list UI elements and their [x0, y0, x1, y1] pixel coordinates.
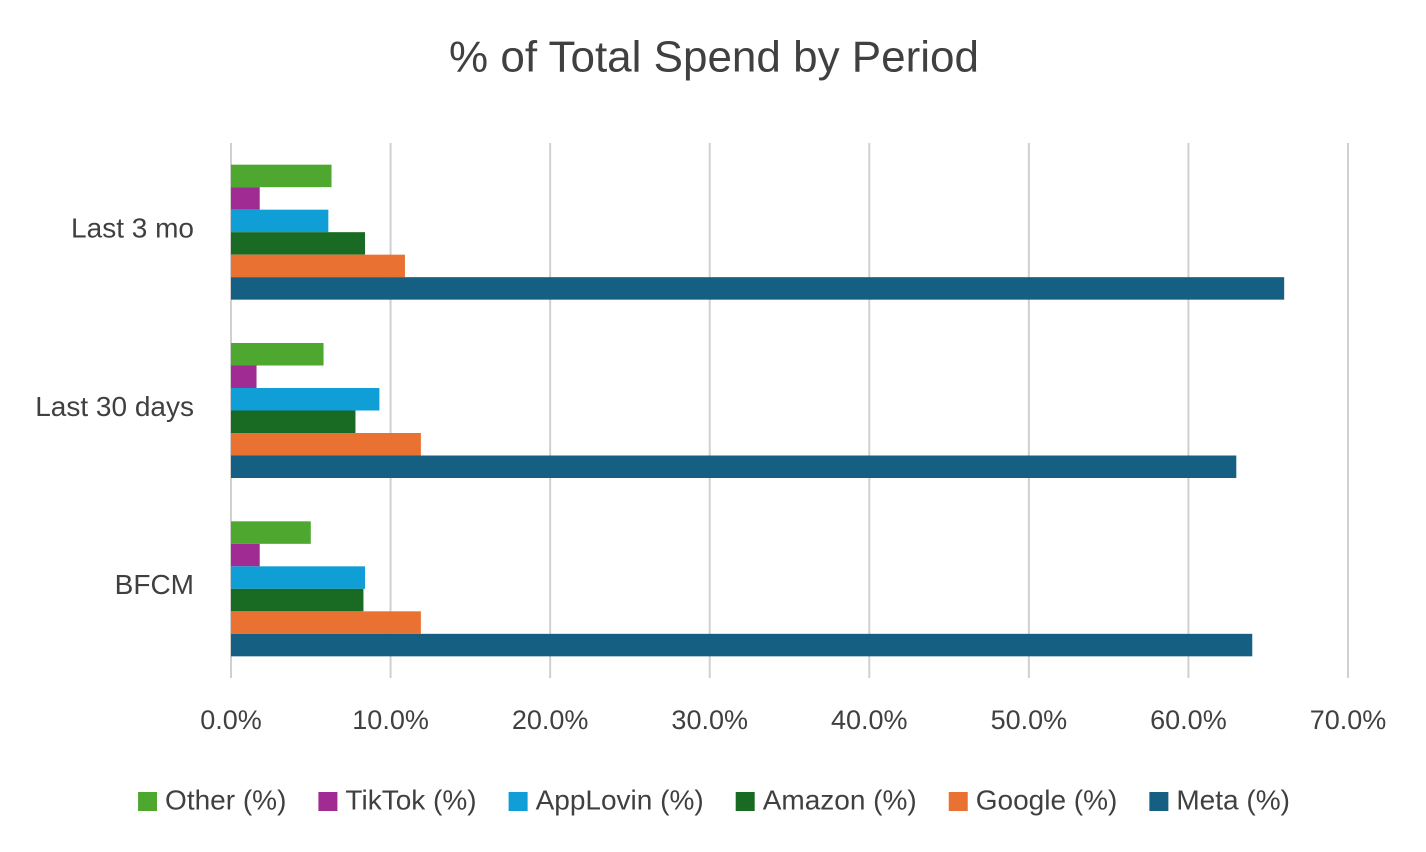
bar — [231, 343, 324, 366]
bar — [231, 566, 366, 589]
legend-swatch — [138, 792, 158, 811]
x-tick-label: 70.0% — [1310, 705, 1387, 735]
legend-label: Amazon (%) — [763, 784, 917, 815]
legend-swatch — [508, 792, 528, 811]
x-tick-label: 10.0% — [352, 705, 429, 735]
legend-swatch — [948, 792, 968, 811]
y-tick-label: Last 3 mo — [71, 213, 194, 244]
legend-label: Other (%) — [165, 784, 286, 815]
bar — [231, 521, 311, 544]
legend-label: Google (%) — [976, 784, 1118, 815]
y-tick-label: BFCM — [115, 569, 194, 600]
legend-label: TikTok (%) — [345, 784, 476, 815]
x-tick-label: 60.0% — [1150, 705, 1227, 735]
bar — [231, 187, 260, 210]
x-tick-label: 20.0% — [512, 705, 589, 735]
legend-swatch — [735, 792, 755, 811]
legend-swatch — [318, 792, 338, 811]
x-tick-label: 0.0% — [200, 705, 262, 735]
bar — [231, 410, 356, 433]
legend-label: AppLovin (%) — [536, 784, 704, 815]
bar — [231, 388, 380, 411]
chart-title: % of Total Spend by Period — [449, 33, 979, 82]
x-tick-label: 40.0% — [831, 705, 908, 735]
bar — [231, 543, 260, 567]
legend-swatch — [1149, 792, 1169, 811]
bar — [231, 633, 1253, 657]
bar — [231, 277, 1285, 300]
bar — [231, 164, 332, 188]
bar — [231, 611, 421, 634]
x-tick-label: 50.0% — [991, 705, 1068, 735]
bar — [231, 433, 421, 456]
bar — [231, 232, 366, 255]
legend-label: Meta (%) — [1176, 784, 1290, 815]
x-tick-label: 30.0% — [671, 705, 748, 735]
bar — [231, 209, 329, 233]
bar — [231, 455, 1237, 478]
y-tick-label: Last 30 days — [35, 391, 194, 422]
bar — [231, 588, 364, 612]
bar — [231, 254, 405, 278]
bar — [231, 365, 257, 388]
